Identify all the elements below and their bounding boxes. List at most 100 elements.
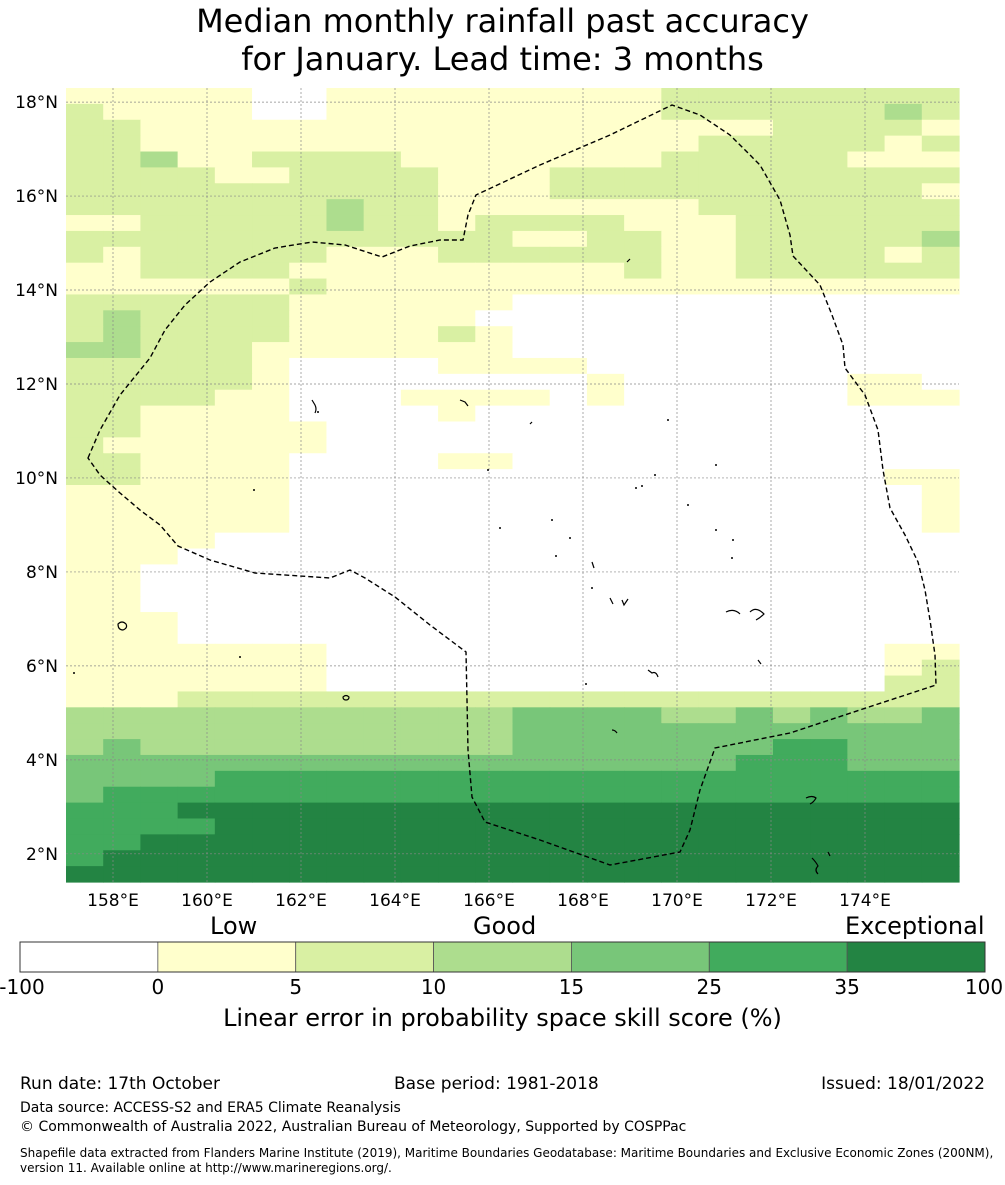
- grid-cell: [698, 707, 737, 724]
- grid-cell: [475, 246, 514, 264]
- grid-cell: [140, 199, 179, 216]
- grid-cell: [586, 723, 625, 740]
- grid-cell: [475, 627, 514, 645]
- grid-cell: [847, 754, 886, 772]
- grid-cell: [847, 453, 886, 470]
- grid-cell: [772, 643, 811, 661]
- grid-cell: [103, 739, 142, 756]
- grid-cell: [624, 580, 662, 597]
- grid-cell: [475, 866, 514, 883]
- grid-cell: [140, 739, 179, 756]
- grid-cell: [549, 532, 588, 550]
- grid-cell: [326, 215, 365, 232]
- grid-cell: [847, 516, 886, 534]
- grid-cell: [735, 691, 774, 708]
- grid-cell: [698, 485, 737, 502]
- grid-cell: [661, 675, 700, 693]
- grid-cell: [772, 564, 811, 581]
- grid-cell: [772, 357, 811, 375]
- grid-cell: [103, 357, 142, 375]
- grid-cell: [847, 612, 886, 629]
- grid-cell: [177, 866, 216, 883]
- grid-cell: [921, 786, 960, 804]
- grid-cell: [549, 326, 588, 343]
- grid-cell: [921, 739, 960, 756]
- island-outline: [611, 729, 618, 734]
- longitude-tick-label: 172°E: [745, 891, 797, 911]
- grid-cell: [847, 723, 886, 740]
- grid-cell: [140, 135, 179, 153]
- grid-cell: [586, 643, 625, 661]
- grid-cell: [884, 453, 923, 470]
- grid-cell: [289, 230, 328, 248]
- grid-cell: [772, 88, 811, 105]
- grid-cell: [214, 135, 253, 153]
- grid-cell: [475, 596, 514, 613]
- grid-cell: [810, 643, 848, 661]
- grid-cell: [252, 135, 290, 153]
- grid-cell: [847, 437, 886, 454]
- grid-cell: [140, 612, 179, 629]
- grid-cell: [252, 596, 290, 613]
- grid-cell: [252, 183, 290, 200]
- grid-cell: [177, 485, 216, 502]
- grid-cell: [698, 151, 737, 168]
- island-outline: [757, 659, 762, 665]
- grid-cell: [847, 230, 886, 248]
- island-dot: [654, 474, 656, 476]
- grid-cell: [103, 786, 142, 804]
- grid-cell: [772, 437, 811, 454]
- grid-cell: [177, 707, 216, 724]
- grid-cell: [177, 119, 216, 137]
- grid-cell: [698, 802, 737, 820]
- island-outline: [647, 669, 659, 678]
- grid-cell: [66, 405, 104, 423]
- grid-cell: [921, 659, 960, 677]
- grid-cell: [772, 246, 811, 264]
- grid-cell: [66, 596, 104, 613]
- colorbar-label-exceptional: Exceptional: [845, 912, 985, 940]
- grid-cell: [921, 754, 960, 772]
- grid-cell: [810, 135, 848, 153]
- grid-cell: [624, 564, 662, 581]
- grid-cell: [177, 612, 216, 629]
- grid-cell: [214, 246, 253, 264]
- grid-cell: [624, 453, 662, 470]
- grid-cell: [698, 437, 737, 454]
- grid-cell: [884, 659, 923, 677]
- grid-cell: [661, 405, 700, 423]
- grid-cell: [661, 215, 700, 232]
- grid-cell: [140, 294, 179, 311]
- grid-cell: [66, 612, 104, 629]
- grid-cell: [438, 485, 476, 502]
- grid-cell: [772, 500, 811, 518]
- grid-cell: [549, 643, 588, 661]
- grid-cell: [735, 786, 774, 804]
- grid-cell: [140, 596, 179, 613]
- grid-cell: [103, 103, 142, 121]
- grid-cell: [252, 262, 290, 280]
- grid-cell: [772, 294, 811, 311]
- grid-cell: [289, 199, 328, 216]
- grid-cell: [103, 580, 142, 597]
- grid-cell: [252, 532, 290, 550]
- grid-cell: [103, 659, 142, 677]
- grid-cell: [252, 850, 290, 867]
- grid-cell: [810, 675, 848, 693]
- grid-cell: [661, 500, 700, 518]
- grid-cell: [326, 516, 365, 534]
- grid-cell: [735, 500, 774, 518]
- grid-cell: [363, 866, 402, 883]
- grid-cell: [586, 612, 625, 629]
- grid-cell: [735, 246, 774, 264]
- grid-cell: [214, 389, 253, 407]
- grid-cell: [438, 675, 476, 693]
- grid-cell: [438, 802, 476, 820]
- grid-cell: [66, 691, 104, 708]
- grid-cell: [884, 135, 923, 153]
- grid-cell: [326, 834, 365, 851]
- grid-cell: [363, 802, 402, 820]
- grid-cell: [438, 326, 476, 343]
- grid-cell: [177, 786, 216, 804]
- grid-cell: [772, 405, 811, 423]
